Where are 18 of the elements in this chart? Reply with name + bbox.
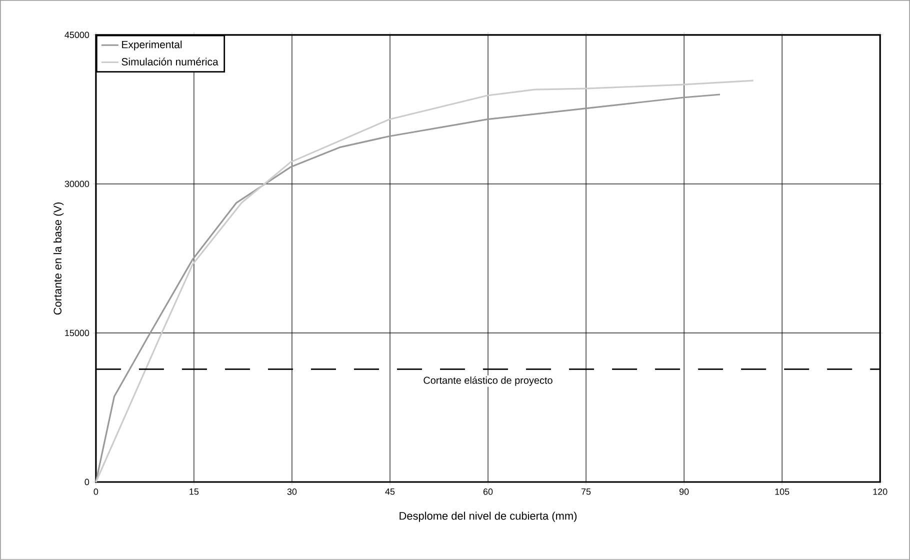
x-tick-label: 60 [483, 488, 493, 495]
x-tick-label: 105 [775, 488, 790, 495]
ref-line-label: Cortante elástico de proyecto [424, 376, 552, 386]
y-tick-label: 0 [84, 478, 90, 486]
x-tick-label: 0 [94, 488, 98, 495]
y-tick-label: 30000 [64, 180, 90, 188]
x-axis-title: Desplome del nivel de cubierta (mm) [400, 512, 577, 522]
y-tick-label: 15000 [65, 330, 90, 336]
x-tick-label: 90 [679, 488, 689, 495]
x-tick-label: 30 [287, 488, 297, 495]
y-axis-title: Cortante en la base (V) [53, 202, 64, 315]
y-tick-label: 45000 [64, 32, 90, 38]
x-tick-label: 120 [873, 488, 888, 495]
x-tick-label: 45 [385, 488, 395, 495]
x-tick-label: 75 [582, 488, 591, 495]
legend-label: Experimental [122, 40, 182, 50]
legend-label: Simulación numérica [122, 58, 218, 66]
x-tick-label: 15 [190, 488, 199, 495]
